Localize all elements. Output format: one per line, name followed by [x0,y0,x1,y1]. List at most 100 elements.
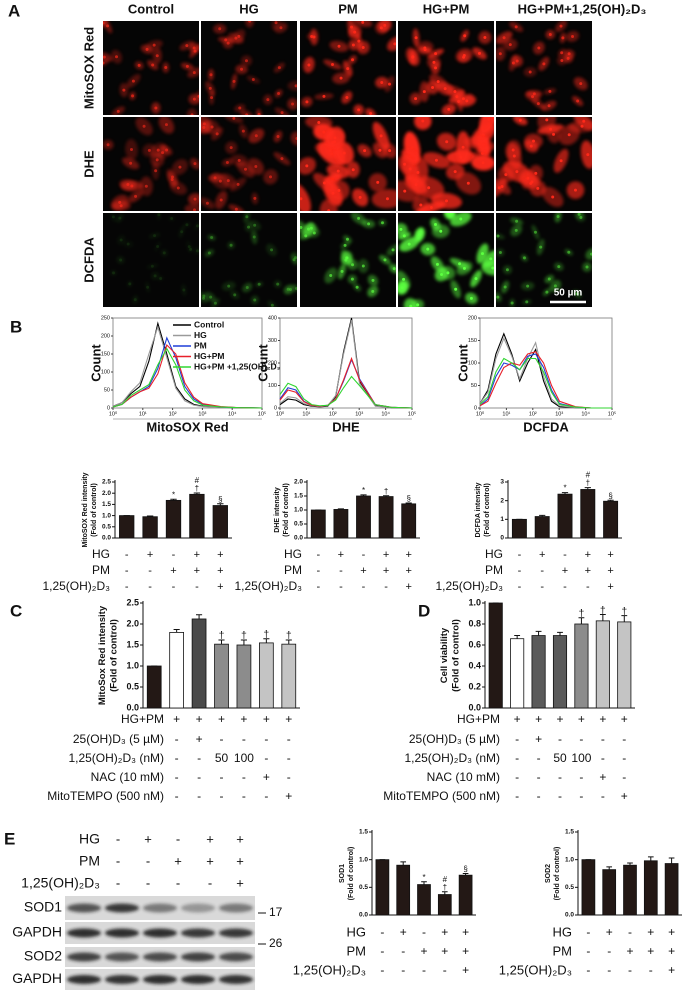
condition-sign: - [537,751,541,765]
condition-sign: - [316,581,320,593]
cell [127,280,133,287]
error-bar [514,635,521,639]
y-tick-label: 1.5 [102,501,111,508]
bar [417,884,431,916]
nucleus [193,162,197,166]
nucleus [407,242,411,246]
nucleus [525,300,529,304]
condition-sign: + [194,565,200,577]
nucleus [103,61,105,65]
nucleus [552,132,556,136]
y-tick-label: 1.0 [102,512,111,519]
nucleus [463,34,467,38]
y-axis-label: (Fold of control) [109,619,120,692]
nucleus [266,98,270,102]
y-tick-label: 0.0 [126,702,139,712]
nucleus [180,230,184,234]
bar [142,516,158,539]
condition-sign: + [535,712,542,726]
condition-sign: - [515,732,519,746]
nucleus [414,36,418,40]
x-tick-label: 10⁴ [381,410,390,417]
nucleus [548,89,552,93]
cell [502,265,512,275]
nucleus [361,46,365,50]
histogram-line [479,336,612,409]
bar [531,635,546,709]
nucleus [586,153,590,157]
condition-label: PM [284,563,302,577]
nucleus [385,197,389,201]
condition-sign: - [339,565,343,577]
nucleus [106,24,110,28]
condition-sign: - [558,770,562,784]
nucleus [421,119,425,123]
nucleus [274,21,278,25]
nucleus [545,290,549,294]
condition-sign: - [195,581,199,593]
nucleus [547,277,551,281]
significance-mark: † [384,487,388,496]
blot-band [181,952,215,962]
bar [580,489,596,539]
condition-sign: - [125,565,129,577]
micrograph [300,117,396,211]
bar [595,620,610,709]
nucleus [500,184,504,188]
condition-sign: + [462,944,469,958]
nucleus [154,106,158,110]
bar [511,518,527,539]
condition-sign: - [601,732,605,746]
blot-band [67,928,101,938]
nucleus [403,162,407,166]
bar [602,869,617,916]
y-tick-label: 200 [468,315,477,321]
condition-label: HG [347,924,367,939]
cell [291,251,297,264]
significance-mark: * [172,490,175,499]
cell [553,262,564,271]
nucleus [202,296,206,300]
nucleus [122,88,126,92]
nucleus [240,67,244,71]
band-label: GAPDH [12,970,62,986]
condition-sign: - [540,565,544,577]
condition-sign: + [285,712,292,726]
nucleus [157,213,161,217]
blot-band [219,903,253,913]
nucleus [392,267,396,271]
condition-sign: + [263,770,270,784]
nucleus [210,236,214,240]
condition-sign: - [316,565,320,577]
nucleus [367,222,371,226]
condition-sign: - [146,875,150,890]
condition-sign: - [607,963,611,977]
condition-sign: + [147,549,153,561]
cell [582,262,592,272]
bar [212,505,228,539]
condition-sign: + [174,853,182,868]
error-bar [584,487,591,490]
nucleus [383,23,387,27]
bar [557,493,573,539]
nucleus [422,90,426,94]
condition-sign: + [599,770,606,784]
nucleus [309,226,313,230]
condition-sign: - [264,789,268,803]
histogram-line [112,336,263,409]
condition-label: HG [284,547,302,561]
nucleus [388,82,392,86]
nucleus [155,54,159,58]
nucleus [280,157,284,161]
cell [183,222,191,228]
micrograph [201,117,297,211]
error-bar [337,508,344,510]
condition-sign: - [537,770,541,784]
nucleus [478,142,482,146]
cell [181,284,187,296]
nucleus [210,96,214,100]
nucleus [529,144,533,148]
nucleus [380,81,384,85]
nucleus [119,238,123,242]
